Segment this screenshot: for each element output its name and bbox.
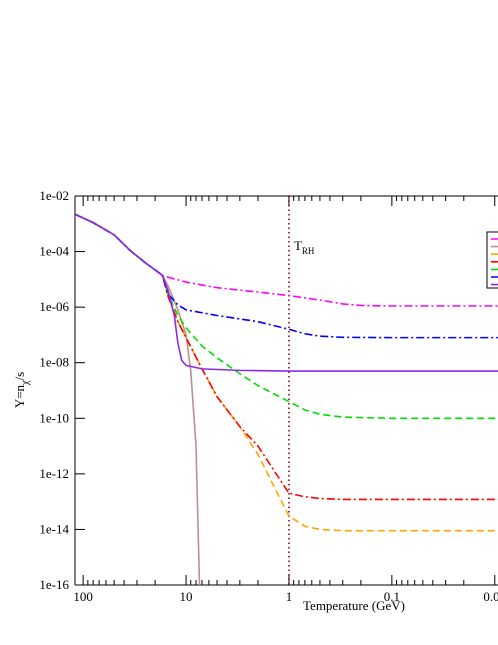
y-label-main: Y=n [12,384,27,408]
y-tick-label: 1e-04 [39,244,69,259]
x-axis-label: Temperature (GeV) [303,598,405,613]
y-tick-label: 1e-06 [39,299,69,314]
legend-box [486,231,498,289]
x-tick-label: 1 [286,589,293,604]
series-line [75,213,498,307]
series-line [75,213,498,420]
y-tick-label: 1e-16 [39,577,69,592]
legend [486,231,498,289]
y-tick-label: 1e-02 [39,188,69,203]
plot-area [75,213,498,585]
series-line [75,213,498,372]
x-tick-label: 10 [180,589,193,604]
y-tick-label: 1e-08 [39,355,69,370]
y-tick-label: 1e-14 [39,521,69,536]
y-label-tail: /s [12,372,27,381]
y-tick-label: 1e-10 [39,410,69,425]
y-axis-label: Y=nχ/s [12,372,31,408]
series-line [75,213,498,339]
reheat-label: TRH [294,238,315,256]
x-tick-label: 100 [73,589,93,604]
y-label-sub: χ [20,380,31,386]
reheat-label-sub: RH [302,246,315,256]
series-line [75,213,498,532]
y-tick-label: 1e-12 [39,466,69,481]
reheat-label-main: T [294,238,302,253]
x-tick-label: 0.1 [384,589,400,604]
series-line [75,213,201,585]
x-tick-label: 0.01 [483,589,498,604]
